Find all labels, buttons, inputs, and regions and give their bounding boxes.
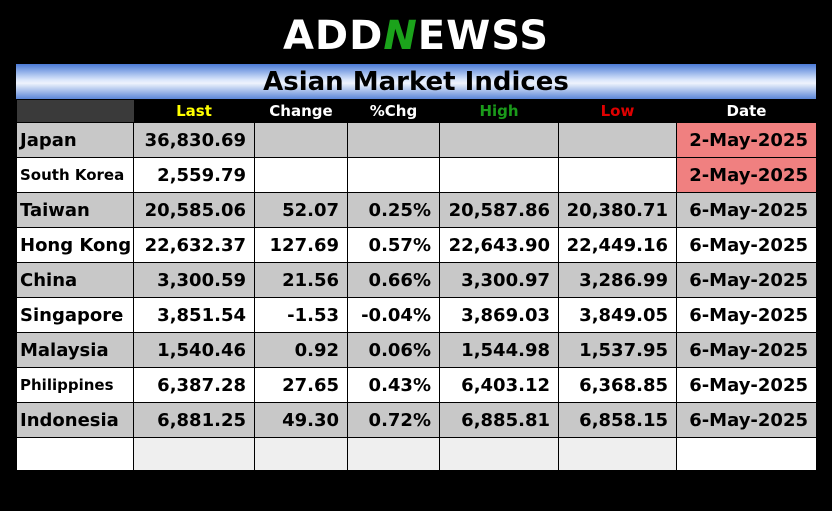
last-cell: 2,559.79 — [133, 157, 255, 193]
pct-change-cell — [347, 122, 440, 158]
country-cell: Taiwan — [16, 192, 134, 228]
country-cell: Japan — [16, 122, 134, 158]
pct-change-cell: 0.06% — [347, 332, 440, 368]
change-cell — [254, 157, 348, 193]
date-cell: 6-May-2025 — [676, 227, 817, 263]
market-indices-table: Last Change %Chg High Low Date Japan 36,8… — [16, 100, 817, 471]
high-cell — [439, 122, 559, 158]
date-cell: 6-May-2025 — [676, 367, 817, 403]
pct-change-cell: 0.66% — [347, 262, 440, 298]
empty-cell — [254, 437, 348, 471]
header-pct-change: %Chg — [347, 100, 440, 123]
table-row: South Korea 2,559.79 2-May-2025 — [16, 157, 817, 193]
change-cell: 21.56 — [254, 262, 348, 298]
high-cell: 6,885.81 — [439, 402, 559, 438]
low-cell: 3,849.05 — [558, 297, 677, 333]
logo-text: ADDNEWSS — [282, 13, 550, 59]
table-row: Indonesia 6,881.25 49.30 0.72% 6,885.81 6,858… — [16, 402, 817, 438]
high-cell: 1,544.98 — [439, 332, 559, 368]
date-cell: 6-May-2025 — [676, 402, 817, 438]
table-row-empty — [16, 437, 817, 471]
last-cell: 3,851.54 — [133, 297, 255, 333]
date-cell: 2-May-2025 — [676, 157, 817, 193]
change-cell: -1.53 — [254, 297, 348, 333]
page-title: Asian Market Indices — [263, 66, 569, 97]
country-cell: Indonesia — [16, 402, 134, 438]
date-cell: 6-May-2025 — [676, 262, 817, 298]
high-cell: 3,869.03 — [439, 297, 559, 333]
table-row: Malaysia 1,540.46 0.92 0.06% 1,544.98 1,537.9… — [16, 332, 817, 368]
pct-change-cell: -0.04% — [347, 297, 440, 333]
pct-change-cell: 0.43% — [347, 367, 440, 403]
table-row: Singapore 3,851.54 -1.53 -0.04% 3,869.03 3,84… — [16, 297, 817, 333]
table-header-row: Last Change %Chg High Low Date — [16, 100, 817, 123]
last-cell: 22,632.37 — [133, 227, 255, 263]
table-body: Japan 36,830.69 2-May-2025 South Korea 2,559… — [16, 122, 817, 471]
change-cell — [254, 122, 348, 158]
country-cell: Hong Kong — [16, 227, 134, 263]
high-cell: 6,403.12 — [439, 367, 559, 403]
low-cell — [558, 122, 677, 158]
country-cell: Singapore — [16, 297, 134, 333]
change-cell: 27.65 — [254, 367, 348, 403]
table-row: Taiwan 20,585.06 52.07 0.25% 20,587.86 20,380… — [16, 192, 817, 228]
low-cell: 1,537.95 — [558, 332, 677, 368]
header-high: High — [439, 100, 559, 123]
change-cell: 127.69 — [254, 227, 348, 263]
country-cell: China — [16, 262, 134, 298]
empty-cell — [347, 437, 440, 471]
table-row: Japan 36,830.69 2-May-2025 — [16, 122, 817, 158]
table-row: Philippines 6,387.28 27.65 0.43% 6,403.12 6,3… — [16, 367, 817, 403]
last-cell: 6,387.28 — [133, 367, 255, 403]
low-cell: 6,858.15 — [558, 402, 677, 438]
date-cell: 6-May-2025 — [676, 297, 817, 333]
header-low: Low — [558, 100, 677, 123]
empty-cell — [558, 437, 677, 471]
table-row: China 3,300.59 21.56 0.66% 3,300.97 3,286.99 6… — [16, 262, 817, 298]
title-banner: Asian Market Indices — [16, 64, 816, 99]
header-date: Date — [676, 100, 817, 123]
last-cell: 6,881.25 — [133, 402, 255, 438]
country-cell: Malaysia — [16, 332, 134, 368]
last-cell: 36,830.69 — [133, 122, 255, 158]
empty-cell — [676, 437, 817, 471]
pct-change-cell: 0.57% — [347, 227, 440, 263]
last-cell: 20,585.06 — [133, 192, 255, 228]
pct-change-cell — [347, 157, 440, 193]
pct-change-cell: 0.25% — [347, 192, 440, 228]
last-cell: 3,300.59 — [133, 262, 255, 298]
low-cell: 3,286.99 — [558, 262, 677, 298]
low-cell: 20,380.71 — [558, 192, 677, 228]
date-cell: 6-May-2025 — [676, 192, 817, 228]
pct-change-cell: 0.72% — [347, 402, 440, 438]
last-cell: 1,540.46 — [133, 332, 255, 368]
date-cell: 2-May-2025 — [676, 122, 817, 158]
change-cell: 49.30 — [254, 402, 348, 438]
table-row: Hong Kong 22,632.37 127.69 0.57% 22,643.90 22… — [16, 227, 817, 263]
low-cell: 6,368.85 — [558, 367, 677, 403]
empty-cell — [133, 437, 255, 471]
high-cell: 22,643.90 — [439, 227, 559, 263]
header-blank — [16, 100, 134, 123]
high-cell — [439, 157, 559, 193]
high-cell: 20,587.86 — [439, 192, 559, 228]
empty-cell — [439, 437, 559, 471]
low-cell: 22,449.16 — [558, 227, 677, 263]
low-cell — [558, 157, 677, 193]
change-cell: 52.07 — [254, 192, 348, 228]
date-cell: 6-May-2025 — [676, 332, 817, 368]
header-last: Last — [133, 100, 255, 123]
logo: ADDNEWSS — [0, 10, 832, 62]
high-cell: 3,300.97 — [439, 262, 559, 298]
country-cell: Philippines — [16, 367, 134, 403]
change-cell: 0.92 — [254, 332, 348, 368]
country-cell: South Korea — [16, 157, 134, 193]
empty-cell — [16, 437, 134, 471]
header-change: Change — [254, 100, 348, 123]
